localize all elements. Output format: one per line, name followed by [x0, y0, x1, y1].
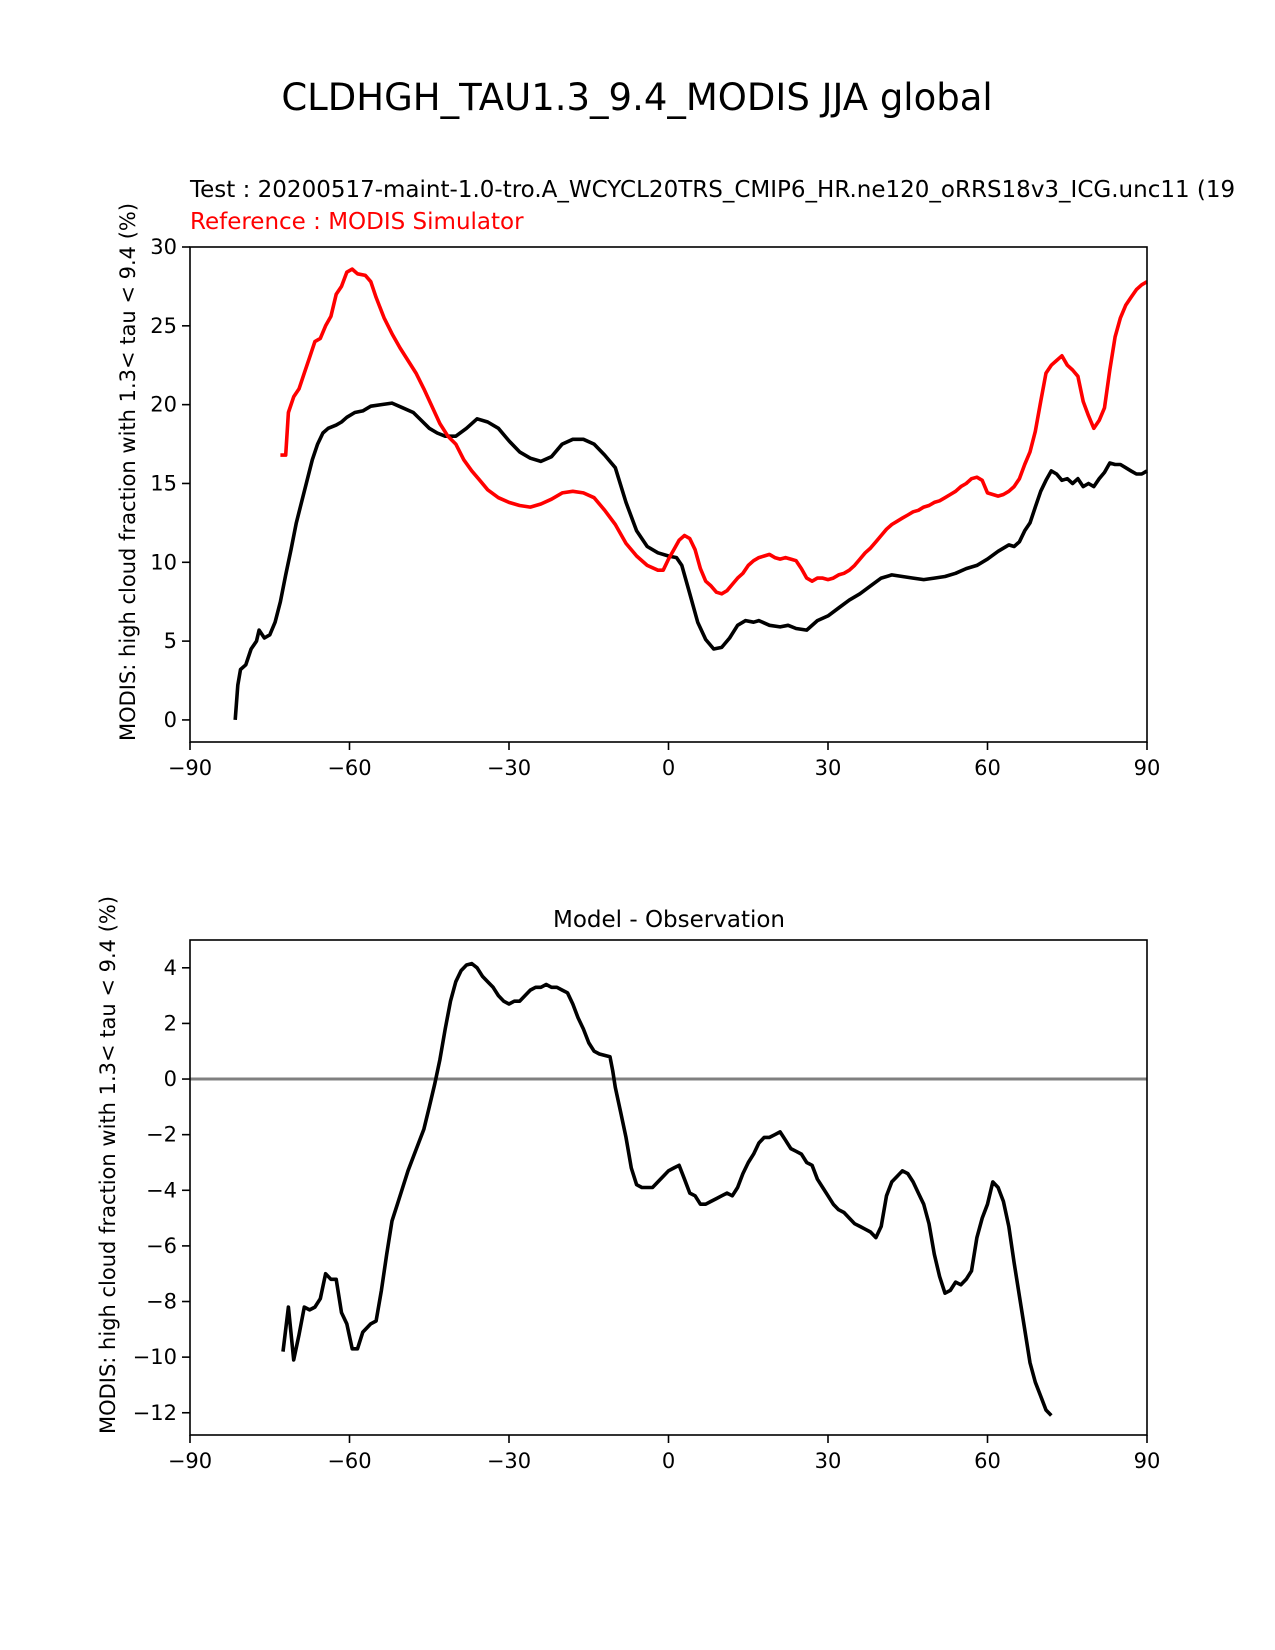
upper-xtick-label: −60: [327, 756, 371, 780]
lower-series-layer: [190, 961, 1147, 1417]
upper-plot: Test : 20200517-maint-1.0-tro.A_WCYCL20T…: [116, 177, 1235, 780]
figure-title: CLDHGH_TAU1.3_9.4_MODIS JJA global: [281, 76, 992, 119]
lower-ytick-label: 2: [164, 1011, 177, 1035]
upper-ytick-label: 5: [164, 629, 177, 653]
upper-ytick-label: 0: [164, 708, 177, 732]
lower-ytick-label: 0: [164, 1067, 177, 1091]
lower-ylabel: MODIS: high cloud fraction with 1.3< tau…: [96, 896, 120, 1434]
lower-xtick-label: −90: [168, 1449, 212, 1473]
upper-ylabel: MODIS: high cloud fraction with 1.3< tau…: [116, 203, 140, 741]
lower-ytick-label: −8: [146, 1290, 177, 1314]
lower-xtick-label: 60: [974, 1449, 1001, 1473]
lower-ytick-label: −10: [133, 1345, 177, 1369]
lower-series-line-0: [281, 961, 1053, 1417]
lower-xtick-label: 90: [1134, 1449, 1161, 1473]
upper-ytick-label: 25: [150, 314, 177, 338]
upper-series-layer: [233, 267, 1148, 721]
upper-ytick-label: 10: [150, 550, 177, 574]
reference-title: Reference : MODIS Simulator: [190, 209, 524, 235]
lower-ytick-label: −2: [146, 1123, 177, 1147]
upper-xtick-label: 30: [815, 756, 842, 780]
upper-axes: −90 −60 −30 0 30 60 90 0 5 10 15 20 25 30: [150, 235, 1160, 780]
lower-plot-frame: [189, 939, 1148, 1436]
upper-xtick-label: 0: [662, 756, 675, 780]
upper-ytick-label: 15: [150, 471, 177, 495]
lower-ytick-label: −6: [146, 1234, 177, 1258]
lower-plot: Model - Observation −90 −60 −30 0 30 60 90420−…: [96, 896, 1160, 1473]
lower-xtick-label: 30: [815, 1449, 842, 1473]
lower-xtick-label: 0: [662, 1449, 675, 1473]
lower-axes: −90 −60 −30 0 30 60 90 4 2 0 −2 −4 −6 −8 −10 −12: [133, 939, 1161, 1473]
upper-ytick-label: 20: [150, 393, 177, 417]
difference-title: Model - Observation: [553, 907, 785, 933]
upper-series-line-0: [233, 401, 1148, 721]
upper-xtick-label: 90: [1134, 756, 1161, 780]
upper-series-line-1: [280, 267, 1148, 596]
lower-ytick-label: −4: [146, 1178, 177, 1202]
lower-ytick-label: −12: [133, 1401, 177, 1425]
test-title: Test : 20200517-maint-1.0-tro.A_WCYCL20T…: [189, 177, 1235, 203]
upper-ytick-label: 30: [150, 235, 177, 259]
lower-ytick-label: 4: [164, 956, 177, 980]
upper-xtick-label: 60: [974, 756, 1001, 780]
upper-xtick-label: −30: [487, 756, 531, 780]
lower-xtick-label: −30: [487, 1449, 531, 1473]
upper-xtick-label: −90: [168, 756, 212, 780]
lower-xtick-label: −60: [327, 1449, 371, 1473]
